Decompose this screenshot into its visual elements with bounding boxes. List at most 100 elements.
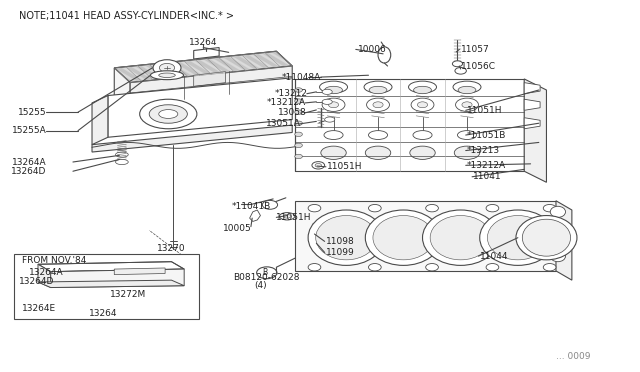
Polygon shape xyxy=(115,268,165,275)
Text: 11051H: 11051H xyxy=(327,162,363,171)
Text: *13212A: *13212A xyxy=(267,99,306,108)
Ellipse shape xyxy=(328,102,339,108)
Ellipse shape xyxy=(312,161,324,169)
Ellipse shape xyxy=(430,215,491,260)
Text: (4): (4) xyxy=(254,281,267,290)
Polygon shape xyxy=(194,71,225,86)
Text: 13270: 13270 xyxy=(157,244,186,253)
Ellipse shape xyxy=(365,210,442,265)
Ellipse shape xyxy=(315,163,321,167)
Text: 11099: 11099 xyxy=(326,248,355,257)
Text: 11044: 11044 xyxy=(480,251,508,261)
Ellipse shape xyxy=(295,110,302,114)
Ellipse shape xyxy=(364,81,392,93)
Text: B: B xyxy=(262,268,268,277)
Polygon shape xyxy=(115,68,130,109)
Text: *11048A: *11048A xyxy=(282,73,321,81)
Ellipse shape xyxy=(153,60,181,76)
Ellipse shape xyxy=(426,205,438,212)
Text: 13272M: 13272M xyxy=(110,291,146,299)
Ellipse shape xyxy=(322,98,345,112)
Ellipse shape xyxy=(295,132,302,137)
Ellipse shape xyxy=(365,146,391,160)
Ellipse shape xyxy=(480,210,556,265)
Polygon shape xyxy=(250,210,260,221)
Polygon shape xyxy=(92,96,108,145)
Ellipse shape xyxy=(458,86,476,94)
Text: 13264A: 13264A xyxy=(12,157,46,167)
Ellipse shape xyxy=(159,110,178,118)
Polygon shape xyxy=(524,99,540,110)
Ellipse shape xyxy=(295,121,302,125)
Ellipse shape xyxy=(159,63,175,72)
Ellipse shape xyxy=(140,99,197,129)
Ellipse shape xyxy=(116,160,128,164)
Text: *13212: *13212 xyxy=(275,89,308,98)
Polygon shape xyxy=(296,79,524,171)
Ellipse shape xyxy=(262,201,278,209)
Ellipse shape xyxy=(543,205,556,212)
Ellipse shape xyxy=(543,263,556,271)
Text: *13212A: *13212A xyxy=(467,161,506,170)
Ellipse shape xyxy=(295,88,302,92)
Ellipse shape xyxy=(316,215,377,260)
Text: 13264: 13264 xyxy=(189,38,218,46)
Polygon shape xyxy=(524,79,547,182)
Text: 15255: 15255 xyxy=(18,108,46,117)
Polygon shape xyxy=(38,264,51,288)
Ellipse shape xyxy=(550,206,566,217)
Ellipse shape xyxy=(324,86,342,94)
Polygon shape xyxy=(92,125,292,152)
Text: 13264D: 13264D xyxy=(19,278,54,286)
Ellipse shape xyxy=(369,86,387,94)
Ellipse shape xyxy=(149,105,188,123)
Text: *11051B: *11051B xyxy=(467,131,506,140)
Text: 13264D: 13264D xyxy=(11,167,46,176)
Polygon shape xyxy=(524,83,540,94)
Ellipse shape xyxy=(324,117,335,122)
Ellipse shape xyxy=(308,205,321,212)
Ellipse shape xyxy=(322,99,332,105)
Ellipse shape xyxy=(426,263,438,271)
Polygon shape xyxy=(524,118,540,129)
Text: 13051A: 13051A xyxy=(266,119,301,128)
Ellipse shape xyxy=(321,146,346,160)
Text: 13264: 13264 xyxy=(89,309,117,318)
Ellipse shape xyxy=(280,212,295,220)
Text: 15255A: 15255A xyxy=(12,126,46,135)
Ellipse shape xyxy=(150,71,184,80)
Text: 13264A: 13264A xyxy=(28,267,63,276)
Ellipse shape xyxy=(417,102,428,108)
Text: 11051H: 11051H xyxy=(276,213,312,222)
Polygon shape xyxy=(38,262,184,272)
Polygon shape xyxy=(296,201,556,271)
Ellipse shape xyxy=(295,143,302,148)
Ellipse shape xyxy=(308,263,321,271)
Polygon shape xyxy=(51,269,184,288)
Ellipse shape xyxy=(295,99,302,103)
Text: *13213: *13213 xyxy=(467,146,500,155)
Bar xyxy=(15,254,199,319)
Text: 11041: 11041 xyxy=(474,172,502,181)
Polygon shape xyxy=(108,78,292,137)
Ellipse shape xyxy=(373,102,383,108)
Ellipse shape xyxy=(295,154,302,159)
Text: 10006: 10006 xyxy=(358,45,387,54)
Ellipse shape xyxy=(284,214,291,218)
Text: 11098: 11098 xyxy=(326,237,355,246)
Ellipse shape xyxy=(462,102,472,108)
Ellipse shape xyxy=(422,210,499,265)
Text: NOTE;11041 HEAD ASSY-CYLINDER<INC.* >: NOTE;11041 HEAD ASSY-CYLINDER<INC.* > xyxy=(19,11,234,21)
Ellipse shape xyxy=(486,205,499,212)
Ellipse shape xyxy=(516,215,577,260)
Ellipse shape xyxy=(454,146,480,160)
Ellipse shape xyxy=(159,73,175,77)
Ellipse shape xyxy=(458,131,477,140)
Polygon shape xyxy=(38,280,184,288)
Polygon shape xyxy=(194,48,219,59)
Text: FROM NOV.'84: FROM NOV.'84 xyxy=(22,256,86,265)
Ellipse shape xyxy=(369,263,381,271)
Ellipse shape xyxy=(413,131,432,140)
Ellipse shape xyxy=(314,240,324,245)
Ellipse shape xyxy=(522,219,571,256)
